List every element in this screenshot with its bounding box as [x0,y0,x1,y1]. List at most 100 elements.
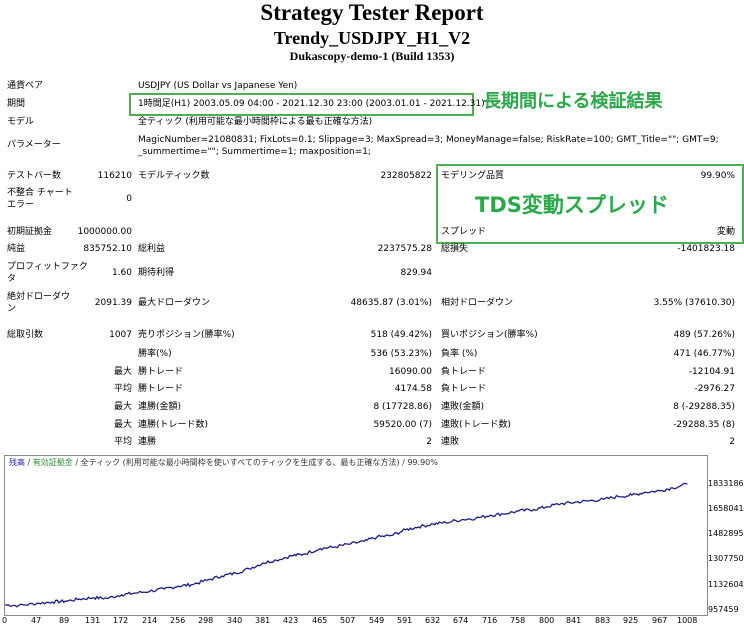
x-tick-label: 0 [2,616,8,625]
abs-dd-label-line1: 絶対ドローダウ [7,292,71,302]
spread-value: 変動 [716,227,735,237]
legend-balance: 残高 [9,458,25,467]
x-tick-label: 674 [453,616,469,625]
y-tick-label: 1833186 [708,479,744,488]
consec-win-value: 2 [426,437,432,447]
max-loss-label: 負トレード [441,367,487,377]
gross-profit-value: 2237575.28 [377,244,432,254]
gross-loss-label: 総損失 [441,244,469,254]
legend-sep-1: / [27,458,33,467]
x-tick-label: 381 [255,616,271,625]
win-pct-value: 536 (53.23%) [370,349,432,359]
params-label: パラメーター [7,140,61,150]
rel-dd-label: 相対ドローダウン [441,298,514,308]
x-tick-label: 800 [539,616,555,625]
x-tick-label: 507 [340,616,356,625]
period-value: 1時間足(H1) 2003.05.09 04:00 - 2021.12.30 2… [138,99,485,109]
y-tick-label: 957459 [708,605,739,614]
x-tick-label: 925 [623,616,639,625]
x-tick-label: 340 [227,616,243,625]
chart-legend: 残高 / 有効証拠金 / 全ティック (利用可能な最小時間枠を使いすべてのティッ… [9,458,438,468]
max-win-value: 16090.00 [389,367,432,377]
loss-pct-value: 471 (46.77%) [673,349,735,359]
max-dd-value: 48635.87 (3.01%) [350,298,432,308]
x-tick-label: 465 [312,616,328,625]
net-profit-value: 835752.10 [83,244,132,254]
avg-loss-value: -2976.27 [694,384,735,394]
max-label: 最大 [113,367,132,377]
spread-label: スプレッド [441,227,487,237]
mismatch-label-line2: エラー [7,200,35,210]
mismatch-value: 0 [126,194,132,204]
spread-callout: TDS変動スプレッド [475,193,669,217]
x-tick-label: 632 [425,616,441,625]
legend-sep-2: / [75,458,81,467]
avg-loss-label: 負トレード [441,384,487,394]
ticks-value: 232805822 [380,171,432,181]
win-pct-label: 勝率(%) [138,349,172,359]
params-value-line1: MagicNumber=21080831; FixLots=0.1; Slipp… [138,135,719,145]
legend-quality: 99.90% [407,458,438,467]
deposit-label: 初期証拠金 [7,227,53,237]
quality-value: 99.90% [700,171,735,181]
consec-win-trades-value: 59520.00 (7) [373,420,432,430]
quality-label: モデリング品質 [441,171,505,181]
max-label-2: 最大 [113,402,132,412]
profit-factor-label-line2: タ [7,274,17,284]
profit-factor-value: 1.60 [111,268,132,278]
consec-loss-money-value: 8 (-29288.35) [673,402,735,412]
legend-margin: 有効証拠金 [32,458,73,467]
x-tick-label: 256 [170,616,186,625]
x-tick-label: 47 [31,616,42,625]
consec-win-trades-label: 連勝(トレード数) [138,420,209,430]
y-tick-label: 1307750 [708,554,744,563]
long-period-callout: 長期間による検証結果 [483,91,663,112]
x-tick-label: 298 [198,616,214,625]
x-tick-label: 214 [142,616,158,625]
short-positions-label: 売りポジション(勝率%) [138,330,235,340]
server-build: Dukascopy-demo-1 (Build 1353) [289,49,455,63]
chart-plot [5,482,688,608]
params-value-line2: _summertime=""; Summertime=1; maxpositio… [138,147,371,157]
max-dd-label: 最大ドローダウン [138,298,211,308]
total-trades-label: 総取引数 [7,330,44,340]
profit-factor-label-line1: プロフィットファク [7,262,88,272]
period-highlight-box [129,93,474,116]
x-tick-label: 758 [510,616,526,625]
x-tick-label: 549 [369,616,385,625]
consec-loss-value: 2 [729,437,735,447]
bars-label: テストバー数 [7,171,62,181]
deposit-value: 1000000.00 [77,227,132,237]
long-positions-value: 489 (57.26%) [673,330,735,340]
abs-dd-label-line2: ン [7,304,17,314]
expected-payoff-value: 829.94 [400,268,433,278]
max-loss-value: -12104.91 [688,367,735,377]
loss-pct-label: 負率 (%) [441,349,478,359]
period-label: 期間 [7,99,26,109]
x-tick-label: 841 [566,616,582,625]
model-value: 全ティック (利用可能な最小時間枠による最も正確な方法) [138,117,373,127]
max-win-label: 勝トレード [138,367,184,377]
x-tick-label: 1008 [677,616,698,625]
long-positions-label: 買いポジション(勝率%) [441,330,538,340]
consec-win-label: 連勝 [138,437,157,447]
short-positions-value: 518 (49.42%) [370,330,432,340]
x-tick-label: 883 [595,616,611,625]
consec-loss-money-label: 連敗(金額) [441,402,485,412]
gross-profit-label: 総利益 [138,244,166,254]
net-profit-label: 純益 [7,244,26,254]
x-tick-label: 716 [482,616,498,625]
consec-loss-trades-value: -29288.35 (8) [673,420,735,430]
gross-loss-value: -1401823.18 [677,244,735,254]
y-tick-label: 1482895 [708,529,744,538]
legend-desc: 全ティック (利用可能な最小時間枠を使いすべてのティックを生成する、最も正確な方… [80,458,400,467]
rel-dd-value: 3.55% (37610.30) [653,298,735,308]
report-title: Strategy Tester Report [260,0,484,25]
x-tick-label: 591 [397,616,413,625]
balance-line [5,482,688,608]
avg-win-label: 勝トレード [138,384,184,394]
consec-win-money-value: 8 (17728.86) [373,402,432,412]
bars-value: 116210 [97,171,132,181]
y-tick-label: 1132604 [708,580,744,589]
total-trades-value: 1007 [109,330,132,340]
